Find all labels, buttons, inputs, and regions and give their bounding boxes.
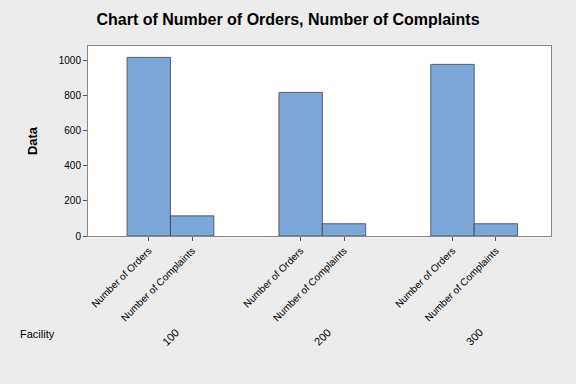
svg-text:Data: Data [25, 126, 40, 155]
svg-text:Chart of Number of Orders, Num: Chart of Number of Orders, Number of Com… [96, 11, 479, 28]
svg-text:300: 300 [464, 326, 485, 347]
svg-text:0: 0 [75, 231, 81, 242]
svg-text:400: 400 [64, 160, 81, 171]
svg-text:Facility: Facility [20, 328, 55, 340]
svg-text:Number of Orders: Number of Orders [89, 245, 153, 309]
svg-text:800: 800 [64, 90, 81, 101]
svg-text:1000: 1000 [59, 55, 82, 66]
svg-text:100: 100 [160, 326, 181, 347]
svg-text:Number of Complaints: Number of Complaints [271, 245, 349, 323]
svg-text:Number of Orders: Number of Orders [393, 245, 457, 309]
svg-text:600: 600 [64, 125, 81, 136]
svg-text:Number of Complaints: Number of Complaints [119, 245, 197, 323]
svg-text:Number of Orders: Number of Orders [241, 245, 305, 309]
svg-text:200: 200 [312, 326, 333, 347]
svg-text:Number of Complaints: Number of Complaints [423, 245, 501, 323]
svg-text:200: 200 [64, 195, 81, 206]
